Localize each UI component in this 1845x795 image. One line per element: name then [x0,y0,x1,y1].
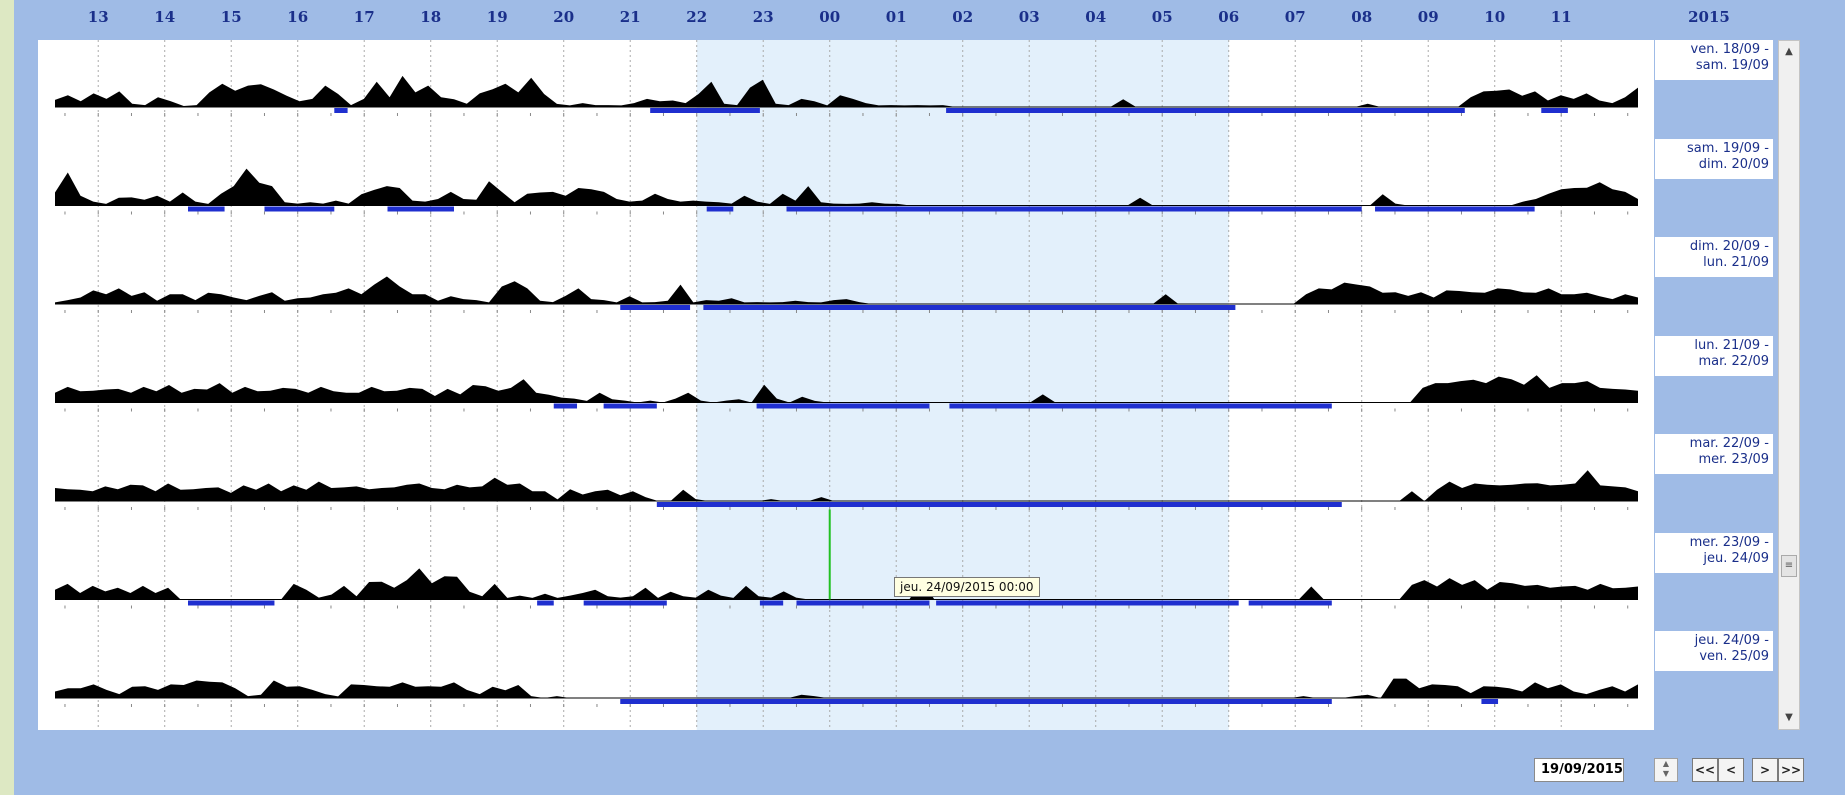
hour-label: 19 [486,8,508,26]
sleep-bar [334,108,348,113]
hour-label: 07 [1284,8,1306,26]
sleep-bar [603,403,657,409]
activity-trace [55,375,1638,403]
day-label: lun. 21/09 - mar. 22/09 [1655,335,1773,376]
sleep-bar [946,108,1465,113]
sleep-bar [1481,699,1499,704]
sleep-bar [756,403,930,409]
sleep-bar [796,600,930,606]
sleep-bar [656,502,1342,507]
actogram-svg [55,40,1638,730]
activity-trace [55,568,1638,600]
last-button[interactable]: >> [1778,758,1804,782]
hour-label: 06 [1218,8,1240,26]
hour-label: 17 [353,8,375,26]
day-label: ven. 18/09 - sam. 19/09 [1655,40,1773,80]
date-field[interactable]: 19/09/2015 [1534,758,1624,782]
hour-label: 10 [1484,8,1506,26]
sleep-bar [703,305,1236,310]
hour-label: 21 [619,8,641,26]
sleep-bar [264,206,335,212]
day-label: sam. 19/09 - dim. 20/09 [1655,138,1773,179]
spin-up-icon[interactable]: ▲ [1662,759,1670,768]
sleep-bar [620,305,691,310]
hour-label: 04 [1085,8,1107,26]
actogram-window: 13 14 15 16 17 18 19 20 21 22 23 00 01 02 03 04 05 06 07 08… [14,0,1845,795]
hour-label: 00 [819,8,841,26]
hour-label: 15 [220,8,242,26]
sleep-bar [188,600,275,606]
prev-button[interactable]: < [1718,758,1744,782]
hour-label: 11 [1550,8,1572,26]
year-label: 2015 [1688,8,1730,26]
sleep-bar [583,600,667,606]
cursor-tooltip: jeu. 24/09/2015 00:00 [894,577,1040,597]
scroll-down-icon[interactable]: ▼ [1785,712,1793,723]
hour-label: 20 [553,8,575,26]
hour-label: 05 [1151,8,1173,26]
sleep-bar [188,206,225,212]
vertical-scrollbar[interactable]: ▲ ≡ ▼ [1778,40,1800,730]
hour-label: 22 [686,8,708,26]
spin-down-icon[interactable]: ▼ [1662,769,1670,778]
scroll-thumb[interactable]: ≡ [1781,555,1797,577]
activity-trace [55,678,1638,698]
sleep-bar [553,403,578,409]
hour-label: 03 [1018,8,1040,26]
activity-trace [55,75,1638,107]
hour-label: 16 [287,8,309,26]
sleep-bar [650,108,760,113]
sleep-bar [949,403,1332,409]
sleep-bar [786,206,1362,212]
sleep-bar [936,600,1239,606]
sleep-bar [387,206,454,212]
hour-label: 09 [1417,8,1439,26]
scroll-up-icon[interactable]: ▲ [1785,46,1793,57]
activity-trace [55,276,1638,304]
next-button[interactable]: > [1752,758,1778,782]
sleep-bar [1375,206,1535,212]
date-spinner[interactable]: ▲ ▼ [1654,758,1678,782]
first-button[interactable]: << [1692,758,1718,782]
hour-label: 01 [885,8,907,26]
sleep-bar [706,206,734,212]
hour-label: 23 [752,8,774,26]
sleep-bar [620,699,1332,704]
day-label: dim. 20/09 - lun. 21/09 [1655,237,1773,277]
day-label: mer. 23/09 - jeu. 24/09 [1655,532,1773,573]
sleep-bar [537,600,554,606]
hour-label: 14 [154,8,176,26]
hour-label: 13 [87,8,109,26]
sleep-bar [759,600,784,606]
activity-trace [55,168,1638,206]
hour-label: 08 [1351,8,1373,26]
hour-label: 18 [420,8,442,26]
day-label: mar. 22/09 - mer. 23/09 [1655,434,1773,474]
activity-trace [55,470,1638,501]
sleep-bar [1248,600,1332,606]
hour-axis: 13 14 15 16 17 18 19 20 21 22 23 00 01 02 03 04 05 06 07 08… [14,8,1845,28]
actogram-plot[interactable]: jeu. 24/09/2015 00:00 [38,40,1654,730]
hour-label: 02 [952,8,974,26]
day-label: jeu. 24/09 - ven. 25/09 [1655,631,1773,671]
sleep-bar [1541,108,1568,113]
